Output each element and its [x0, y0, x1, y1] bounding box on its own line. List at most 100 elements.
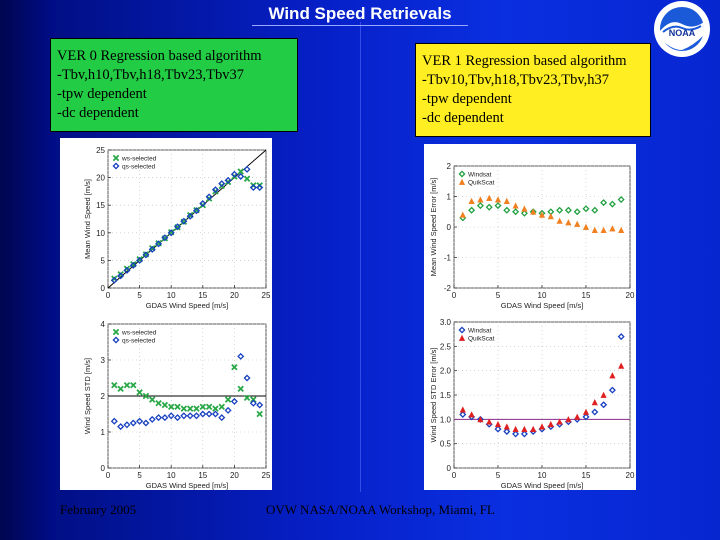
ver0-line-4: -dc dependent	[57, 105, 139, 121]
y-tick-label: 2.0	[440, 367, 452, 376]
data-point-quikscat	[494, 196, 502, 203]
data-point-windsat	[600, 401, 608, 409]
y-tick-label: 2	[447, 162, 452, 171]
data-point-quikscat	[486, 418, 493, 425]
data-point-quikscat	[468, 197, 475, 204]
y-tick-label: 0	[447, 223, 452, 232]
data-point-qs-selected	[142, 251, 150, 259]
x-tick-label: 10	[167, 471, 176, 480]
data-point-quikscat	[556, 418, 563, 425]
noaa-logo-text: NOAA	[669, 28, 696, 38]
data-point-ws-selected	[231, 363, 238, 371]
data-point-qs-selected	[110, 417, 118, 425]
x-tick-label: 10	[167, 291, 176, 300]
x-axis-label: GDAS Wind Speed [m/s]	[146, 481, 229, 490]
y-tick-label: -1	[444, 254, 452, 263]
y-tick-label: 2	[101, 392, 106, 401]
data-point-qs-selected	[148, 415, 156, 423]
x-axis-label: GDAS Wind Speed [m/s]	[501, 301, 584, 310]
data-point-windsat	[591, 408, 599, 416]
x-tick-label: 25	[262, 471, 271, 480]
legend-marker	[112, 154, 120, 162]
data-point-quikscat	[600, 226, 607, 233]
x-tick-label: 20	[626, 291, 635, 300]
ver0-mean-chart: 0 5 10 15 20 25 0 5 10 15 20 25 GDAS Wind Speed [m/s…	[83, 146, 271, 310]
data-point-ws-selected	[130, 381, 137, 389]
data-point-windsat	[485, 203, 493, 211]
footer-workshop: OVW NASA/NOAA Workshop, Miami, FL	[266, 502, 495, 517]
data-point-ws-selected	[237, 385, 244, 393]
data-point-quikscat	[538, 211, 546, 218]
ver1-line-3: -tpw dependent	[422, 91, 512, 107]
ver1-std-error-chart: 0 5 10 15 20 0 0.5 1.0 1.5 2.0 2.5 3.0 GDAS Wind Spe…	[429, 318, 635, 490]
data-point-qs-selected	[218, 180, 226, 188]
data-point-qs-selected	[167, 412, 175, 420]
x-tick-label: 0	[106, 471, 111, 480]
data-point-windsat	[582, 205, 590, 213]
x-tick-label: 10	[538, 291, 547, 300]
data-point-windsat	[600, 199, 608, 207]
x-tick-label: 25	[262, 291, 271, 300]
data-point-qs-selected	[186, 212, 194, 220]
data-point-quikscat	[521, 425, 528, 432]
data-point-quikscat	[468, 411, 475, 418]
data-point-qs-selected	[129, 261, 137, 269]
data-point-ws-selected	[224, 396, 232, 403]
data-point-qs-selected	[211, 186, 219, 194]
x-tick-label: 0	[106, 291, 111, 300]
legend-label: QuikScat	[468, 336, 495, 343]
x-tick-label: 0	[452, 471, 457, 480]
data-point-qs-selected	[161, 414, 169, 422]
y-axis-label: Wind Speed STD [m/s]	[83, 358, 92, 434]
legend-marker	[112, 162, 120, 170]
data-point-windsat	[512, 208, 520, 216]
data-point-ws-selected	[186, 405, 194, 412]
data-point-quikscat	[582, 223, 590, 230]
data-point-quikscat	[503, 423, 510, 430]
x-tick-label: 0	[452, 291, 457, 300]
divider-line	[360, 22, 361, 492]
data-point-quikscat	[618, 226, 625, 233]
data-point-quikscat	[574, 413, 581, 420]
y-tick-label: -2	[444, 284, 452, 293]
legend-marker	[458, 326, 466, 334]
ver0-description-box: VER 0 Regression based algorithm -Tbv,h1…	[50, 38, 298, 132]
data-point-windsat	[503, 206, 511, 214]
data-point-qs-selected	[129, 419, 137, 427]
data-point-windsat	[494, 425, 502, 433]
data-point-qs-selected	[256, 401, 264, 409]
data-point-quikscat	[538, 423, 546, 430]
noaa-logo: NOAA	[654, 1, 710, 57]
data-point-ws-selected	[180, 405, 188, 412]
data-point-qs-selected	[180, 412, 188, 420]
data-point-qs-selected	[180, 217, 188, 225]
data-point-quikscat	[618, 362, 625, 369]
legend-label: qs-selected	[122, 338, 156, 345]
y-tick-label: 20	[96, 174, 105, 183]
data-point-windsat	[476, 202, 484, 210]
legend-marker	[458, 334, 466, 341]
data-point-quikscat	[609, 225, 616, 232]
data-point-windsat	[459, 410, 467, 418]
x-tick-label: 5	[137, 471, 142, 480]
data-point-quikscat	[547, 213, 554, 220]
data-point-windsat	[608, 386, 616, 394]
data-point-ws-selected	[111, 381, 118, 389]
data-point-qs-selected	[218, 414, 226, 422]
data-point-qs-selected	[237, 352, 245, 360]
data-point-quikscat	[609, 372, 616, 379]
x-tick-label: 5	[496, 291, 501, 300]
y-axis-label: Mean Wind Speed Error [m/s]	[429, 178, 438, 277]
left-stripe	[0, 0, 56, 540]
x-axis-label: GDAS Wind Speed [m/s]	[146, 301, 229, 310]
data-point-qs-selected	[211, 410, 219, 418]
data-point-quikscat	[459, 406, 466, 413]
data-point-qs-selected	[117, 272, 125, 280]
legend-label: QuikScat	[468, 180, 495, 187]
data-point-qs-selected	[249, 184, 257, 192]
data-point-windsat	[512, 430, 520, 438]
x-axis-label: GDAS Wind Speed [m/s]	[501, 481, 584, 490]
legend-label: qs-selected	[122, 164, 156, 171]
legend-marker	[112, 328, 120, 336]
x-tick-label: 15	[582, 291, 591, 300]
